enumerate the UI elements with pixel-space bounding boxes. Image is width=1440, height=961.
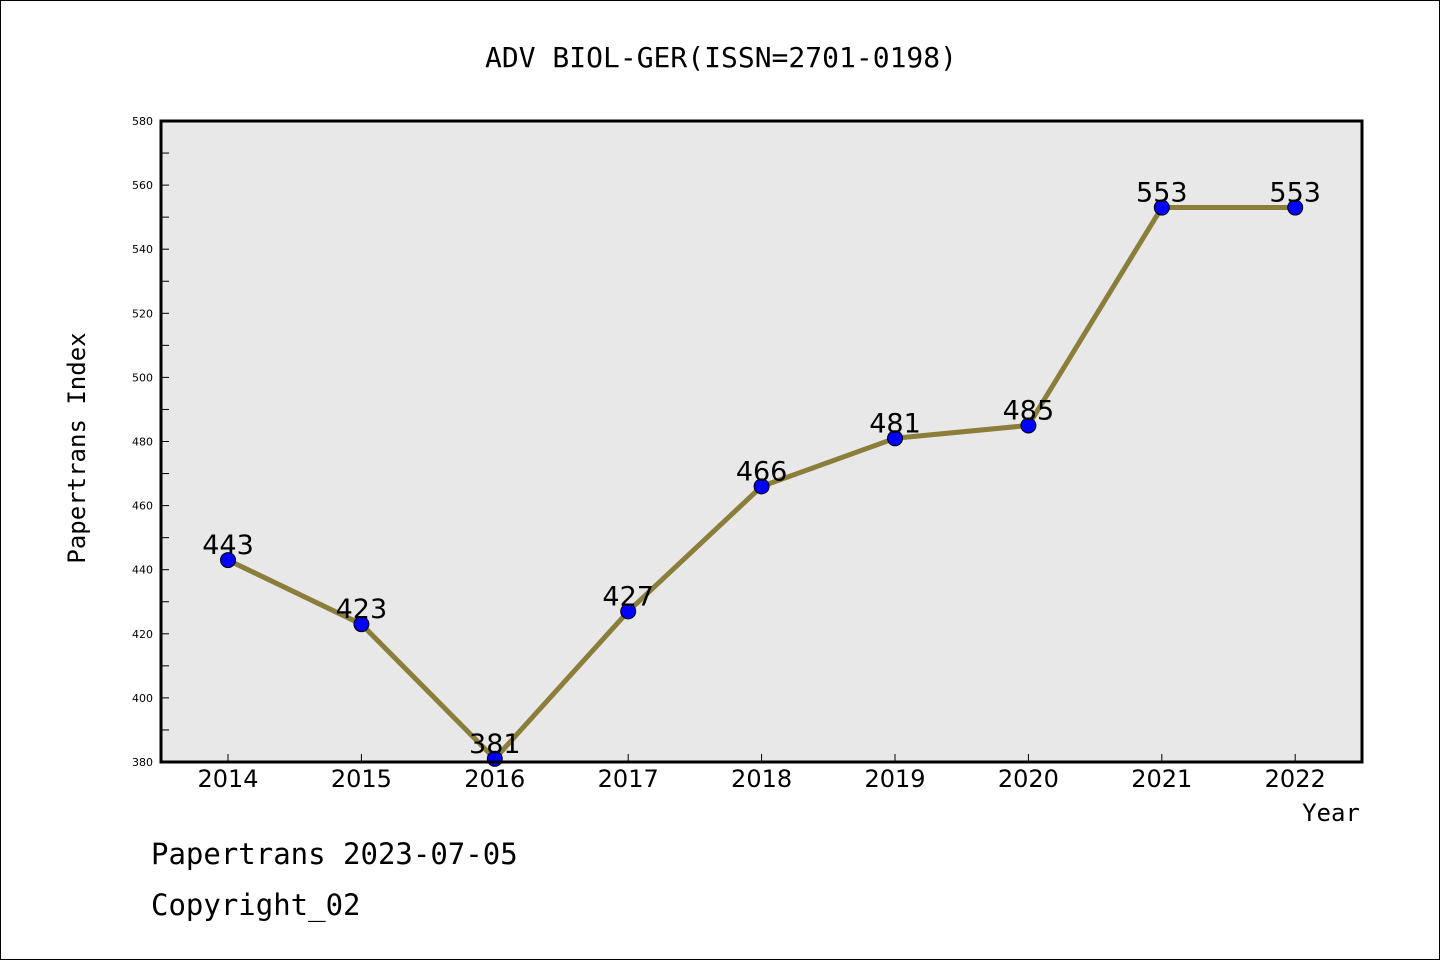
data-point (1020, 417, 1037, 434)
y-tick-label: 460 (132, 500, 153, 513)
data-label: 553 (1269, 178, 1321, 209)
data-label: 553 (1136, 178, 1188, 209)
data-label: 427 (602, 581, 654, 612)
data-point (1287, 199, 1304, 216)
data-point (1153, 199, 1170, 216)
y-tick-label: 540 (132, 243, 153, 256)
data-label: 443 (202, 530, 254, 561)
footer-date: Papertrans 2023-07-05 (151, 837, 518, 871)
chart-title: ADV BIOL-GER(ISSN=2701-0198) (485, 41, 957, 74)
x-axis: 2014 2015 2016 2017 2018 2019 2020 2021 2022 (197, 754, 1326, 793)
x-tick-label: 2016 (464, 765, 525, 793)
x-tick-label: 2019 (864, 765, 925, 793)
x-tick-label: 2021 (1131, 765, 1192, 793)
y-axis-label: Papertrans Index (63, 332, 91, 563)
plot-area (161, 121, 1362, 762)
data-label: 381 (469, 729, 521, 760)
y-tick-label: 520 (132, 307, 153, 320)
data-label: 485 (1003, 395, 1055, 426)
x-tick-label: 2017 (598, 765, 659, 793)
y-tick-label: 420 (132, 628, 153, 641)
plot-border (159, 119, 1364, 764)
x-axis-label: Year (1302, 799, 1360, 827)
y-tick-label: 380 (132, 756, 153, 769)
y-tick-label: 440 (132, 564, 153, 577)
data-point (620, 603, 637, 620)
x-tick-label: 2015 (331, 765, 392, 793)
data-label: 466 (736, 456, 788, 487)
data-labels: 443 423 381 427 466 481 485 553 553 (202, 178, 1321, 760)
y-tick-label: 480 (132, 436, 153, 449)
data-label: 423 (336, 594, 388, 625)
x-tick-label: 2018 (731, 765, 792, 793)
data-point (753, 478, 770, 495)
x-tick-label: 2014 (197, 765, 258, 793)
y-tick-label: 500 (132, 371, 153, 384)
data-point (887, 430, 903, 447)
x-tick-label: 2022 (1265, 765, 1326, 793)
x-tick-label: 2020 (998, 765, 1059, 793)
y-axis: 380 400 420 440 460 480 500 520 540 560 580 (132, 115, 169, 769)
data-label: 481 (869, 408, 921, 439)
data-point (353, 616, 370, 633)
data-point (220, 552, 236, 569)
y-tick-label: 580 (132, 115, 153, 128)
y-tick-label: 560 (132, 179, 153, 192)
footer-copyright: Copyright_02 (151, 888, 361, 923)
y-tick-label: 400 (132, 692, 153, 705)
